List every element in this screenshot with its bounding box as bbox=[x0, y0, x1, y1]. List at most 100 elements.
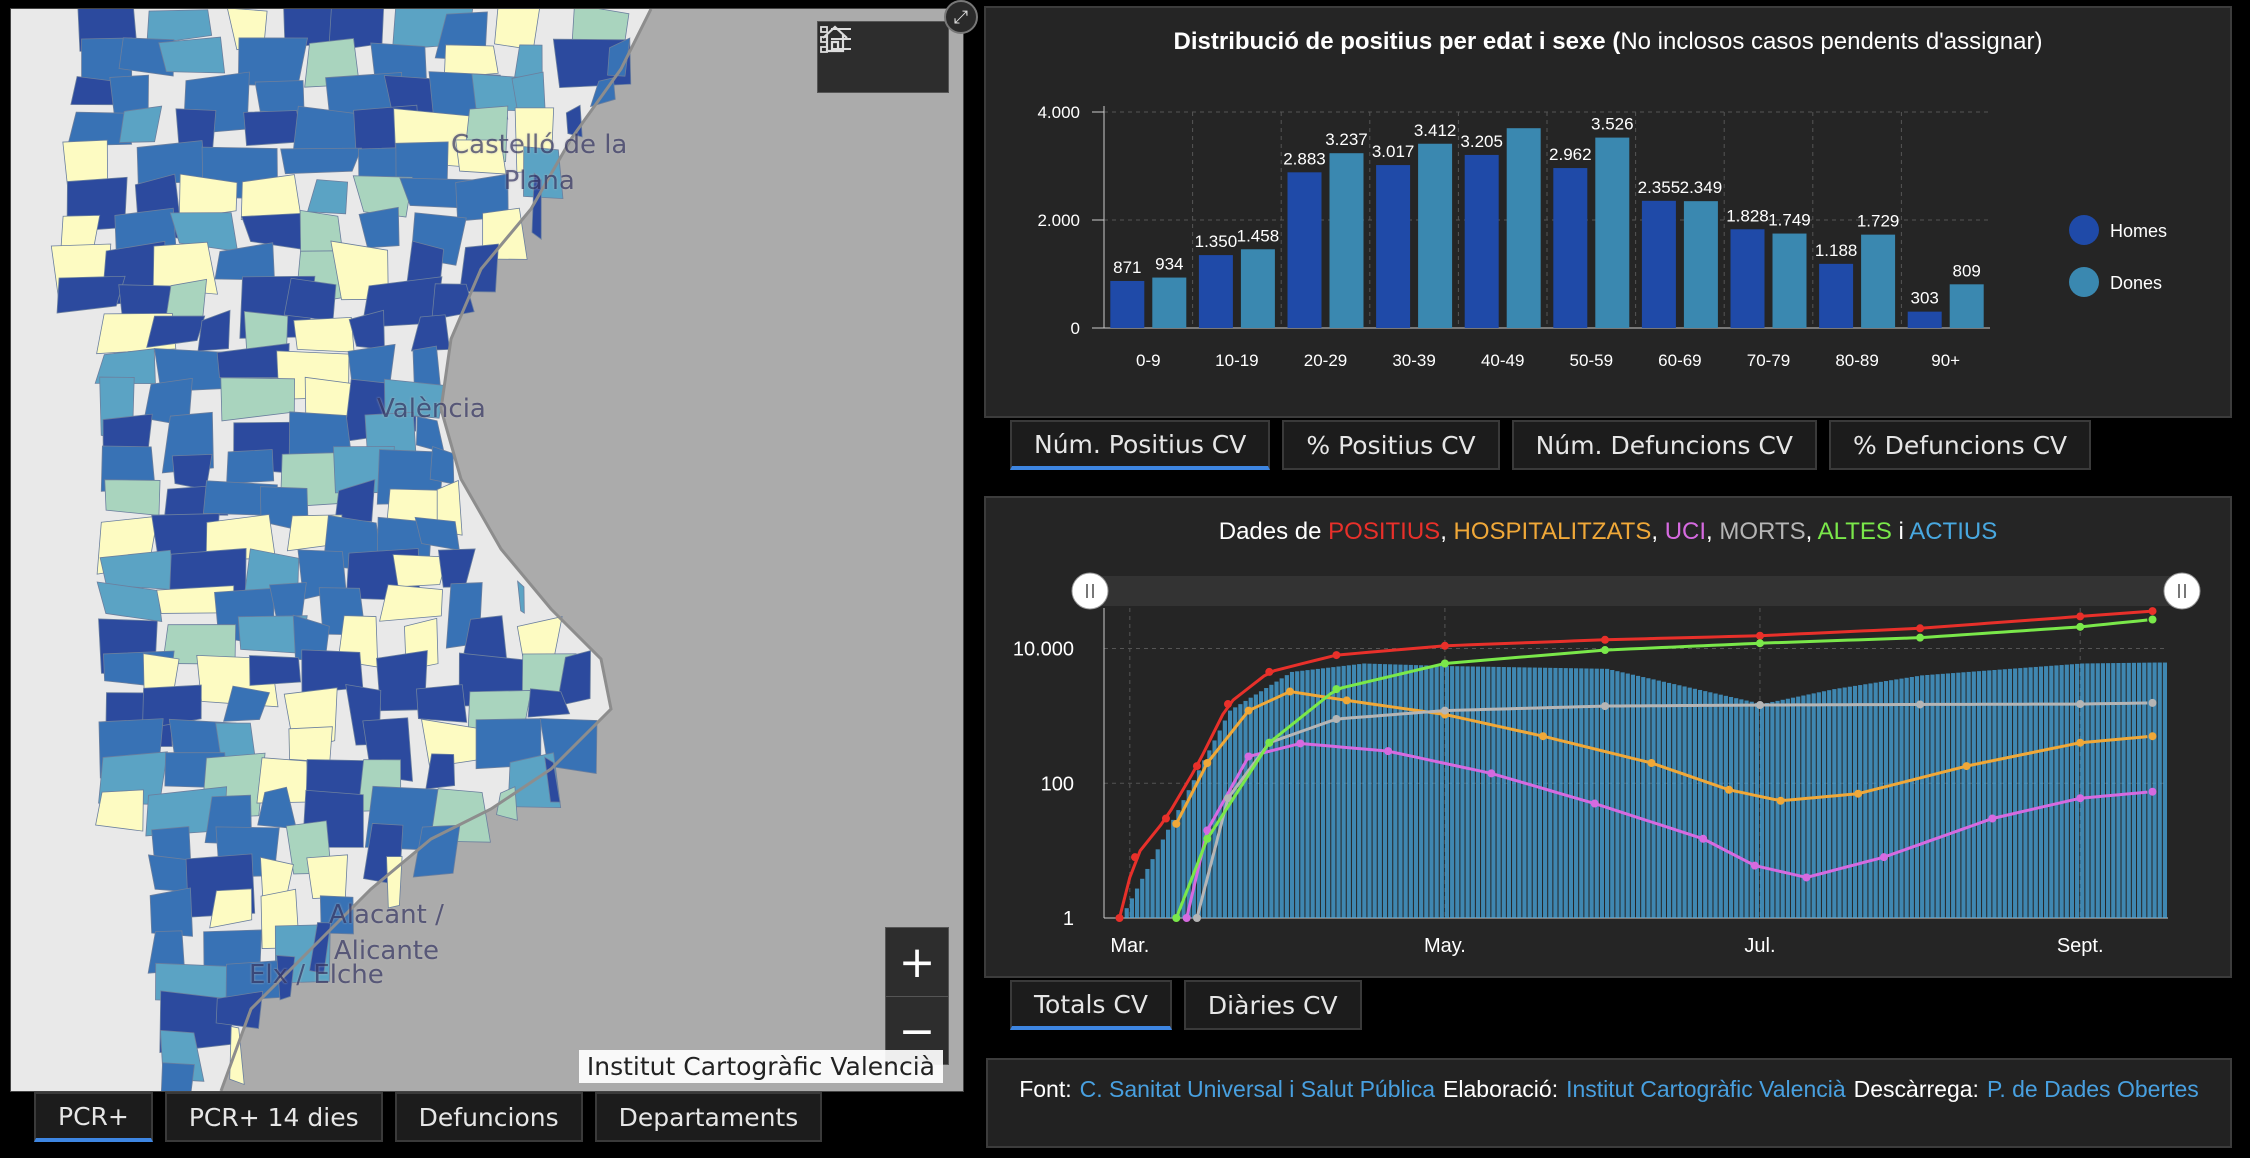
municipality-area[interactable] bbox=[254, 80, 305, 114]
actius-bar[interactable] bbox=[1997, 669, 2002, 918]
actius-bar[interactable] bbox=[1982, 670, 1987, 918]
bar-dones[interactable] bbox=[1240, 249, 1275, 328]
actius-bar[interactable] bbox=[1775, 700, 1780, 918]
municipality-area[interactable] bbox=[334, 478, 376, 522]
municipality-area[interactable] bbox=[209, 888, 253, 929]
actius-bar[interactable] bbox=[1155, 849, 1160, 918]
actius-bar[interactable] bbox=[1589, 668, 1594, 918]
series-point-altes[interactable] bbox=[1916, 633, 1925, 642]
series-point-morts[interactable] bbox=[2076, 700, 2085, 709]
actius-bar[interactable] bbox=[1181, 800, 1186, 918]
actius-bar[interactable] bbox=[1718, 694, 1723, 918]
actius-bar[interactable] bbox=[1971, 671, 1976, 918]
actius-bar[interactable] bbox=[1661, 681, 1666, 918]
map-view[interactable]: Castelló de la Plana València Alacant / … bbox=[10, 8, 964, 1092]
series-point-uci[interactable] bbox=[1296, 739, 1305, 748]
actius-bar[interactable] bbox=[1594, 668, 1599, 918]
actius-bar[interactable] bbox=[1403, 664, 1408, 918]
series-point-hospitalitzats[interactable] bbox=[1539, 732, 1548, 741]
series-point-uci[interactable] bbox=[1487, 769, 1496, 778]
range-slider-track[interactable] bbox=[1090, 576, 2182, 606]
actius-bar[interactable] bbox=[1852, 685, 1858, 918]
tab-diaries[interactable]: Diàries CV bbox=[1183, 980, 1362, 1030]
actius-bar[interactable] bbox=[1269, 684, 1274, 918]
actius-bar[interactable] bbox=[1827, 690, 1832, 918]
series-point-morts[interactable] bbox=[1223, 794, 1232, 803]
actius-bar[interactable] bbox=[1501, 667, 1506, 918]
bar-dones[interactable] bbox=[1506, 128, 1541, 328]
actius-bar[interactable] bbox=[1196, 770, 1202, 918]
municipality-area[interactable] bbox=[249, 655, 302, 686]
actius-bar[interactable] bbox=[1945, 673, 1951, 918]
actius-bar[interactable] bbox=[1424, 665, 1429, 918]
municipality-area[interactable] bbox=[96, 581, 163, 623]
series-point-uci[interactable] bbox=[1802, 873, 1811, 882]
actius-bar[interactable] bbox=[1336, 666, 1341, 918]
actius-bar[interactable] bbox=[1625, 673, 1630, 918]
municipality-area[interactable] bbox=[531, 172, 542, 241]
actius-bar[interactable] bbox=[2090, 663, 2095, 918]
actius-bar[interactable] bbox=[1413, 665, 1419, 918]
bar-dones[interactable] bbox=[1683, 201, 1718, 328]
actius-bar[interactable] bbox=[1284, 675, 1289, 918]
actius-bar[interactable] bbox=[1506, 667, 1512, 918]
series-point-hospitalitzats[interactable] bbox=[1172, 819, 1181, 828]
actius-bar[interactable] bbox=[1393, 664, 1398, 918]
actius-bar[interactable] bbox=[2116, 663, 2121, 918]
actius-bar[interactable] bbox=[1455, 666, 1460, 918]
actius-bar[interactable] bbox=[1687, 687, 1692, 918]
actius-bar[interactable] bbox=[1873, 682, 1878, 918]
actius-bar[interactable] bbox=[1713, 693, 1718, 918]
actius-bar[interactable] bbox=[2121, 662, 2126, 918]
municipality-area[interactable] bbox=[243, 110, 303, 146]
series-point-hospitalitzats[interactable] bbox=[1647, 759, 1656, 767]
series-point-hospitalitzats[interactable] bbox=[1244, 706, 1253, 715]
actius-bar[interactable] bbox=[1646, 678, 1651, 918]
municipality-area[interactable] bbox=[425, 753, 456, 790]
actius-bar[interactable] bbox=[1790, 697, 1796, 918]
actius-bar[interactable] bbox=[1579, 668, 1584, 918]
actius-bar[interactable] bbox=[2126, 662, 2131, 918]
actius-bar[interactable] bbox=[2095, 663, 2100, 918]
tab-totals[interactable]: Totals CV bbox=[1010, 980, 1172, 1030]
series-point-morts[interactable] bbox=[1332, 714, 1341, 723]
municipality-area[interactable] bbox=[104, 479, 161, 516]
actius-bar[interactable] bbox=[1723, 695, 1728, 918]
actius-bar[interactable] bbox=[1243, 700, 1248, 918]
actius-bar[interactable] bbox=[1470, 666, 1475, 918]
actius-bar[interactable] bbox=[1434, 665, 1439, 918]
municipality-area[interactable] bbox=[352, 175, 413, 218]
bar-homes[interactable] bbox=[1641, 200, 1676, 328]
actius-bar[interactable] bbox=[1171, 819, 1176, 918]
series-point-uci[interactable] bbox=[1988, 814, 1997, 823]
actius-bar[interactable] bbox=[1909, 676, 1914, 918]
actius-bar[interactable] bbox=[2064, 664, 2069, 918]
actius-bar[interactable] bbox=[1222, 720, 1227, 918]
actius-bar[interactable] bbox=[1279, 678, 1284, 918]
series-point-hospitalitzats[interactable] bbox=[1342, 696, 1351, 705]
actius-bar[interactable] bbox=[1160, 839, 1165, 918]
actius-bar[interactable] bbox=[1692, 688, 1697, 918]
actius-bar[interactable] bbox=[2085, 663, 2090, 918]
municipality-area[interactable] bbox=[517, 580, 525, 614]
actius-bar[interactable] bbox=[1315, 668, 1320, 918]
actius-bar[interactable] bbox=[1408, 664, 1413, 918]
actius-bar[interactable] bbox=[1475, 666, 1481, 918]
actius-bar[interactable] bbox=[1165, 829, 1171, 918]
choropleth-map[interactable] bbox=[11, 9, 963, 1091]
series-point-uci[interactable] bbox=[1384, 747, 1393, 756]
actius-bar[interactable] bbox=[1620, 672, 1625, 918]
actius-bar[interactable] bbox=[1258, 691, 1264, 918]
actius-bar[interactable] bbox=[1636, 675, 1641, 918]
municipality-area[interactable] bbox=[293, 316, 355, 353]
actius-bar[interactable] bbox=[1140, 878, 1145, 918]
actius-bar[interactable] bbox=[1584, 668, 1589, 918]
actius-bar[interactable] bbox=[1124, 908, 1129, 918]
municipality-area[interactable] bbox=[67, 111, 133, 146]
actius-bar[interactable] bbox=[1883, 681, 1889, 918]
actius-bar[interactable] bbox=[1837, 688, 1842, 918]
series-point-positius[interactable] bbox=[1332, 651, 1341, 660]
series-line-hospitalitzats[interactable] bbox=[1174, 689, 2148, 825]
municipality-area[interactable] bbox=[544, 756, 561, 803]
series-point-positius[interactable] bbox=[1440, 641, 1449, 650]
